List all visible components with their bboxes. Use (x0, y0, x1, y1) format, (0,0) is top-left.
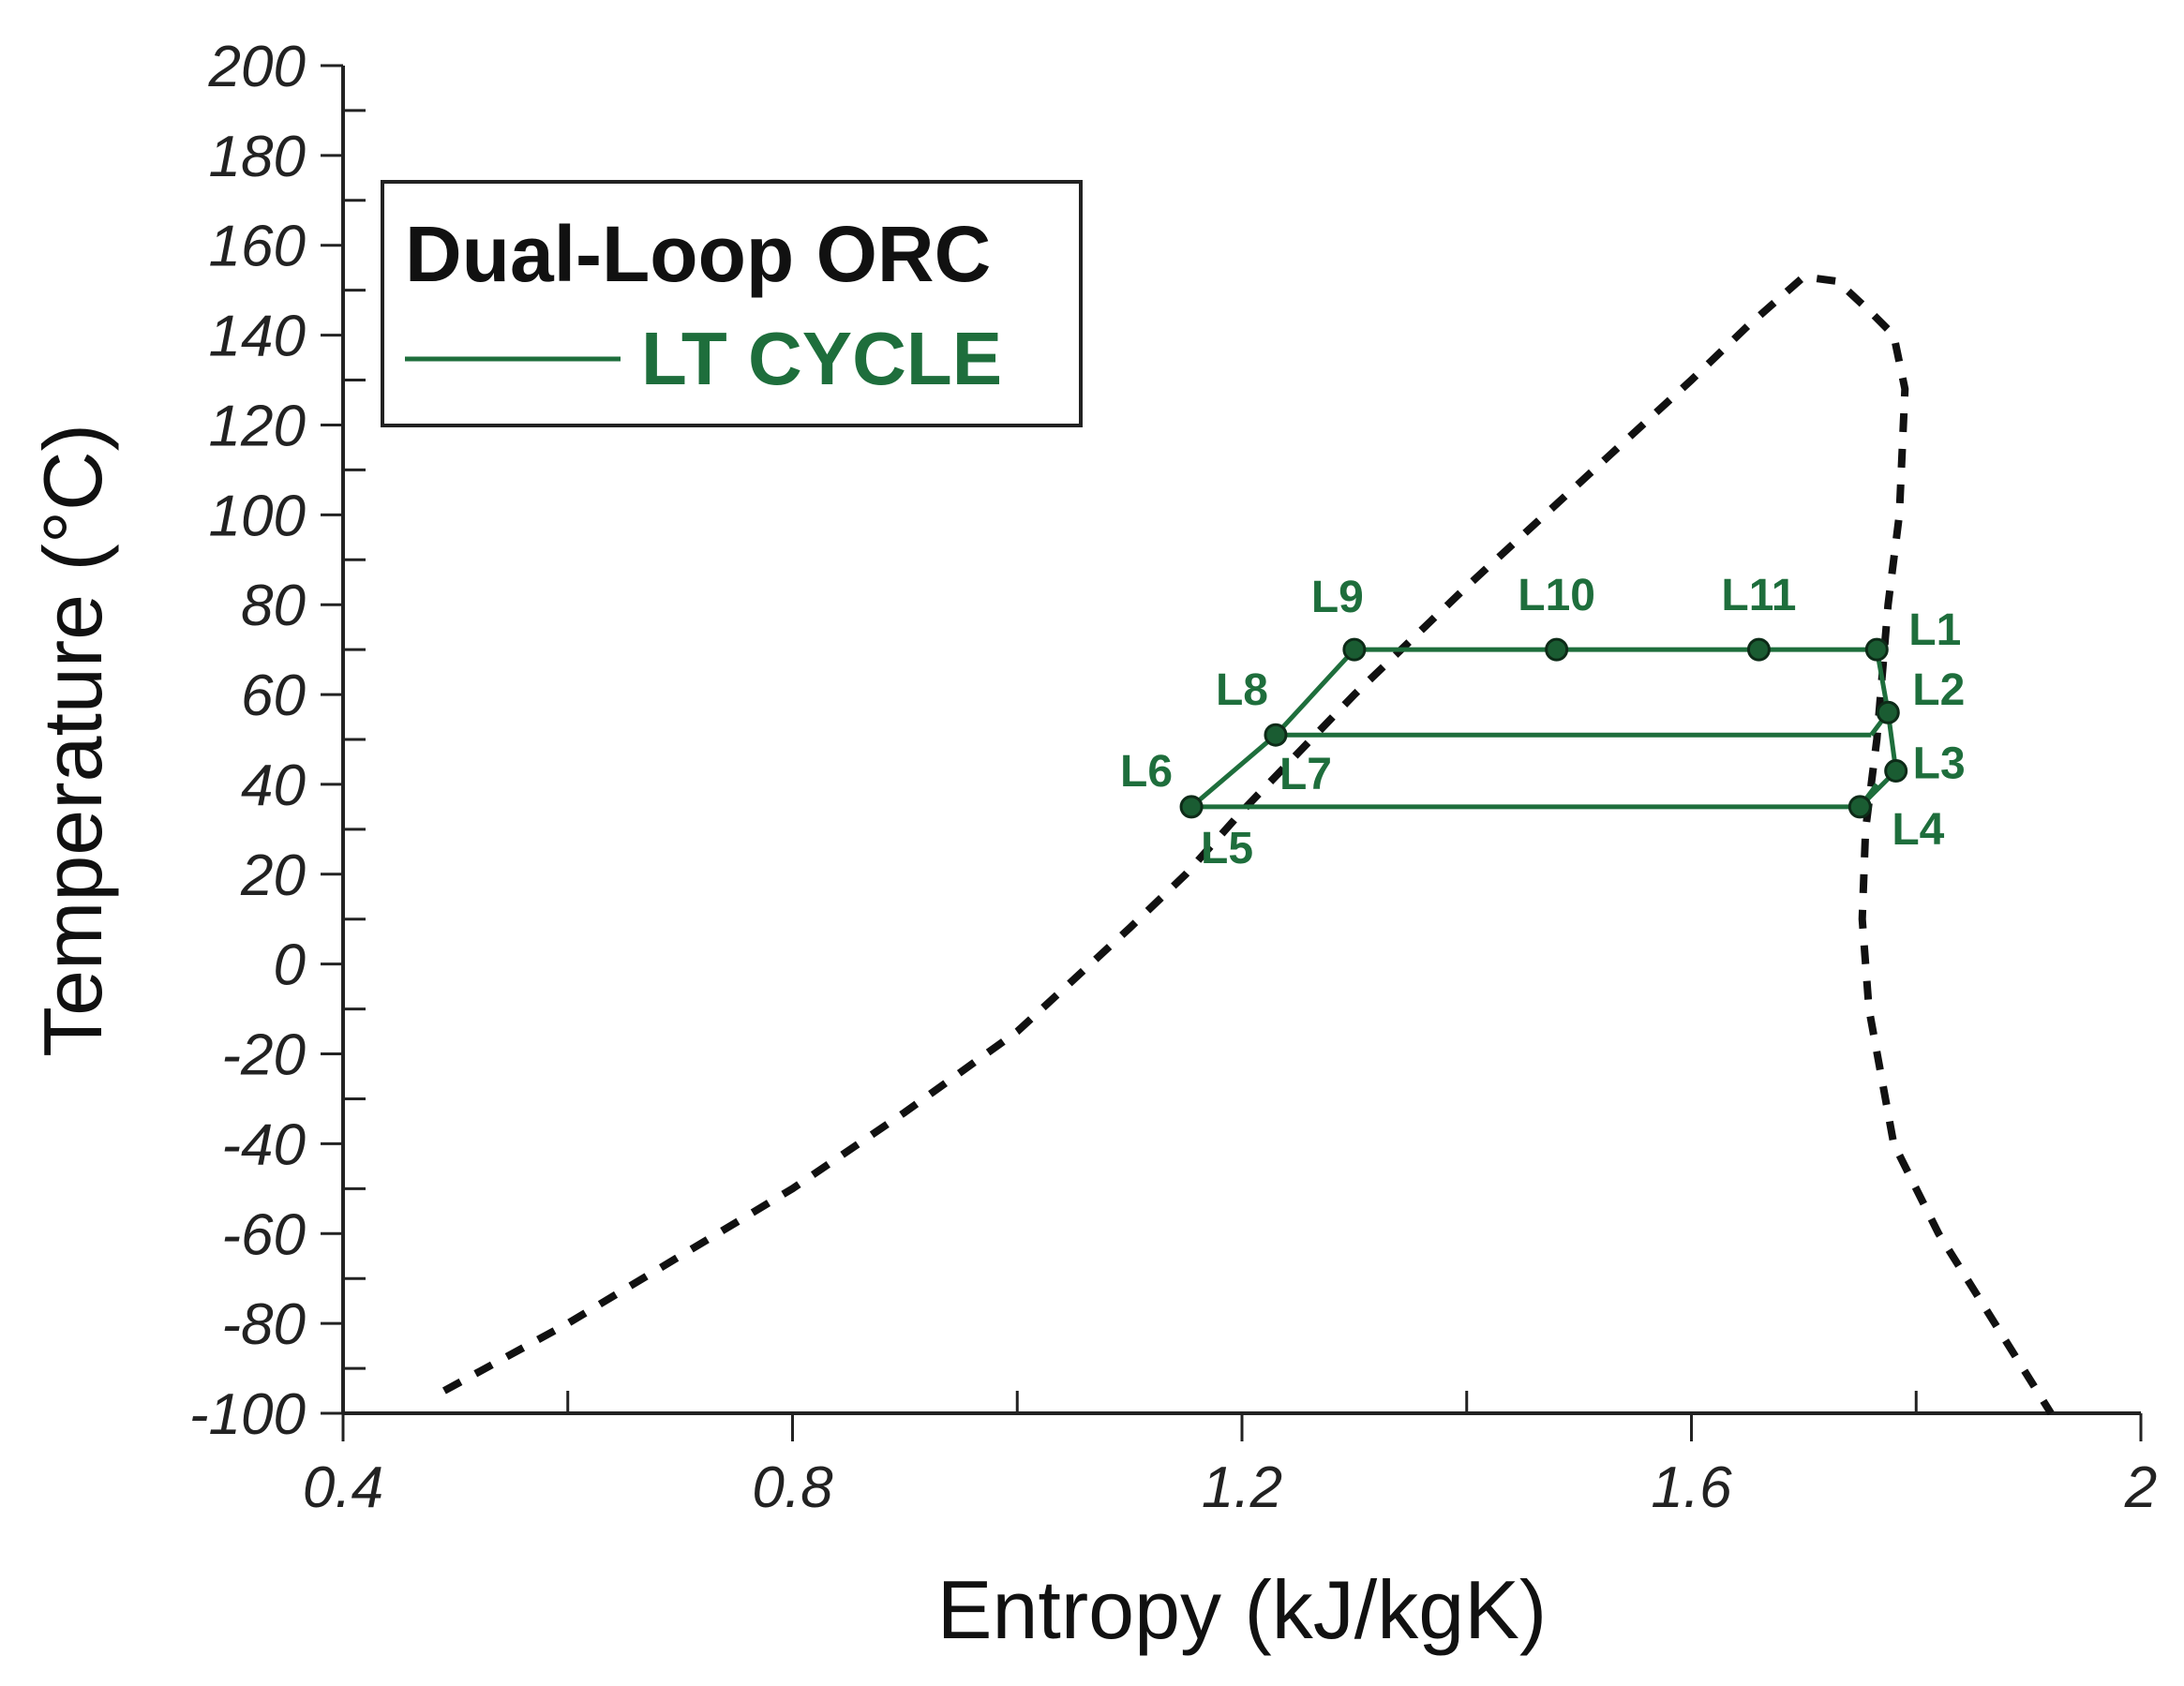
x-tick-label: 1.6 (1651, 1455, 1732, 1520)
y-tick-label: -60 (221, 1202, 306, 1267)
legend-label-lt-cycle: LT CYCLE (641, 317, 1002, 400)
marker-l10 (1545, 637, 1569, 662)
y-tick-label: 20 (240, 843, 306, 908)
marker-l2 (1876, 700, 1900, 724)
y-tick-label: -20 (221, 1023, 306, 1088)
marker-l11 (1746, 637, 1771, 662)
saturation-dome-line (441, 273, 2055, 1416)
marker-l3 (1884, 759, 1908, 783)
y-tick-label: 0 (274, 933, 306, 998)
label-l4: L4 (1892, 805, 1944, 855)
y-axis-title: Temperature (°C) (26, 424, 119, 1057)
label-l11: L11 (1721, 571, 1796, 620)
y-tick-label: 140 (209, 305, 306, 369)
label-l3: L3 (1913, 739, 1966, 789)
y-tick-label: 200 (208, 35, 306, 99)
label-l8: L8 (1216, 665, 1268, 715)
label-l7: L7 (1279, 750, 1332, 799)
y-tick-label: 100 (209, 484, 306, 548)
legend-box (381, 180, 1083, 427)
y-tick-label: 120 (209, 394, 306, 458)
state-point-markers (1179, 637, 1908, 819)
x-axis-title: Entropy (kJ/kgK) (937, 1563, 1547, 1656)
legend: Dual-Loop ORC LT CYCLE (381, 180, 1083, 427)
marker-l1 (1864, 637, 1889, 662)
y-tick-label: 160 (209, 215, 306, 279)
label-l1: L1 (1908, 605, 1961, 655)
lt-cycle-line (1189, 647, 1899, 810)
axes: -100 -80 -60 -40 -20 0 20 40 60 80 100 120 140 160 180… (189, 35, 2157, 1520)
marker-l9 (1342, 637, 1367, 662)
y-tick-label: -40 (221, 1112, 306, 1177)
x-tick-label: 1.2 (1202, 1455, 1282, 1520)
x-tick-label: 2 (2124, 1455, 2157, 1520)
marker-l4 (1847, 795, 1872, 819)
y-tick-label: -100 (189, 1382, 306, 1447)
marker-l5 (1179, 795, 1204, 819)
label-l5: L5 (1201, 824, 1253, 873)
y-ticks: -100 -80 -60 -40 -20 0 20 40 60 80 100 120 140 160 180… (189, 35, 366, 1447)
label-l9: L9 (1311, 573, 1364, 622)
label-l6: L6 (1120, 747, 1173, 797)
legend-title: Dual-Loop ORC (405, 210, 991, 298)
marker-l7 (1264, 723, 1288, 747)
x-tick-label: 0.8 (752, 1455, 833, 1520)
label-l10: L10 (1518, 571, 1595, 620)
y-tick-label: -80 (221, 1292, 306, 1357)
y-tick-label: 40 (241, 753, 306, 818)
y-tick-label: 180 (209, 125, 306, 189)
y-tick-label: 60 (241, 664, 306, 728)
x-tick-label: 0.4 (303, 1455, 383, 1520)
x-ticks: 0.4 0.8 1.2 1.6 2 (303, 1391, 2157, 1520)
y-tick-label: 80 (241, 574, 306, 638)
saturation-dome (441, 273, 2055, 1416)
label-l2: L2 (1912, 665, 1965, 715)
